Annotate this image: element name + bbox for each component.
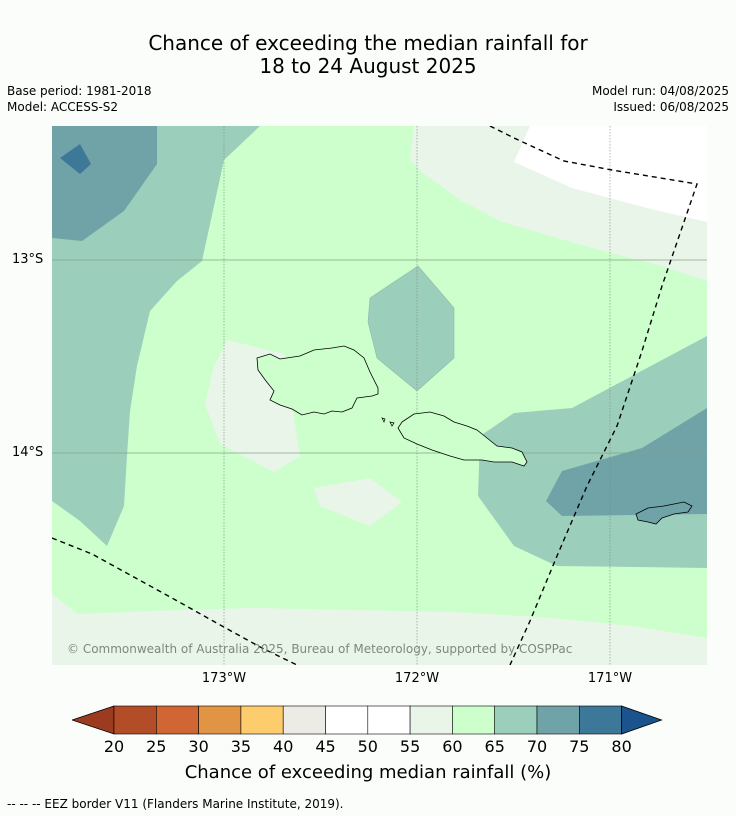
island-savaii — [256, 345, 379, 416]
region-50-55-small — [697, 159, 707, 164]
map-title-line-2: 18 to 24 August 2025 — [259, 54, 477, 78]
lat-label-13s: 13°S — [12, 252, 44, 267]
island-small-1 — [381, 417, 386, 423]
eez-border-northeast — [489, 126, 698, 665]
colorbar-tick-label: 30 — [188, 737, 209, 756]
contour-outline-central — [367, 265, 455, 392]
colorbar-segment — [367, 705, 411, 735]
colorbar-segment — [156, 705, 199, 735]
map-title-line-1: Chance of exceeding the median rainfall … — [148, 31, 588, 55]
colorbar-segment — [409, 705, 453, 735]
copyright-notice: © Commonwealth of Australia 2025, Bureau… — [67, 642, 573, 656]
model-run: Model run: 04/08/2025 — [591, 84, 729, 98]
region-55-60-south — [52, 594, 707, 665]
colorbar-tick-label: 65 — [484, 737, 505, 756]
rainfall-map — [52, 126, 707, 665]
colorbar-arrow-low — [72, 705, 115, 735]
model-name: Model: ACCESS-S2 — [7, 100, 119, 114]
colorbar-arrow-high — [621, 705, 663, 735]
issued-date: Issued: 06/08/2025 — [613, 100, 729, 114]
colorbar-tick-label: 25 — [146, 737, 167, 756]
lat-label-14s: 14°S — [12, 445, 44, 460]
colorbar-segment — [536, 705, 580, 735]
colorbar-segment — [282, 705, 326, 735]
colorbar — [72, 705, 663, 735]
colorbar-segment — [325, 705, 369, 735]
colorbar-segment — [452, 705, 495, 735]
lon-label-171w: 171°W — [587, 671, 633, 686]
colorbar-tick-label: 50 — [357, 737, 378, 756]
lon-label-172w: 172°W — [394, 671, 440, 686]
colorbar-segment — [240, 705, 284, 735]
region-65-70-west — [52, 126, 260, 546]
base-period: Base period: 1981-2018 — [7, 84, 152, 98]
colorbar-segment — [578, 705, 622, 735]
colorbar-tick-label: 80 — [611, 737, 632, 756]
colorbar-segment — [198, 705, 242, 735]
colorbar-segment — [113, 705, 157, 735]
island-small-2 — [389, 421, 395, 427]
colorbar-label: Chance of exceeding median rainfall (%) — [184, 762, 552, 783]
lon-label-173w: 173°W — [201, 671, 247, 686]
region-55-60-small — [314, 478, 402, 526]
region-50-55-northeast — [514, 126, 707, 222]
colorbar-tick-label: 20 — [103, 737, 125, 756]
colorbar-tick-label: 75 — [569, 737, 590, 756]
colorbar-tick-label: 70 — [526, 737, 548, 756]
colorbar-tick-label: 55 — [399, 737, 421, 756]
island-upolu — [397, 411, 528, 467]
colorbar-segment — [494, 705, 538, 735]
colorbar-tick-label: 60 — [442, 737, 463, 756]
colorbar-tick-label: 35 — [230, 737, 252, 756]
region-75-80-northwest — [60, 144, 91, 174]
region-65-70-central — [368, 266, 454, 391]
colorbar-tick-label: 45 — [315, 737, 336, 756]
colorbar-tick-label: 40 — [273, 737, 294, 756]
eez-footnote: -- -- -- EEZ border V11 (Flanders Marine… — [7, 797, 344, 811]
island-tutuila — [635, 501, 693, 525]
eez-border-southwest — [52, 537, 298, 665]
